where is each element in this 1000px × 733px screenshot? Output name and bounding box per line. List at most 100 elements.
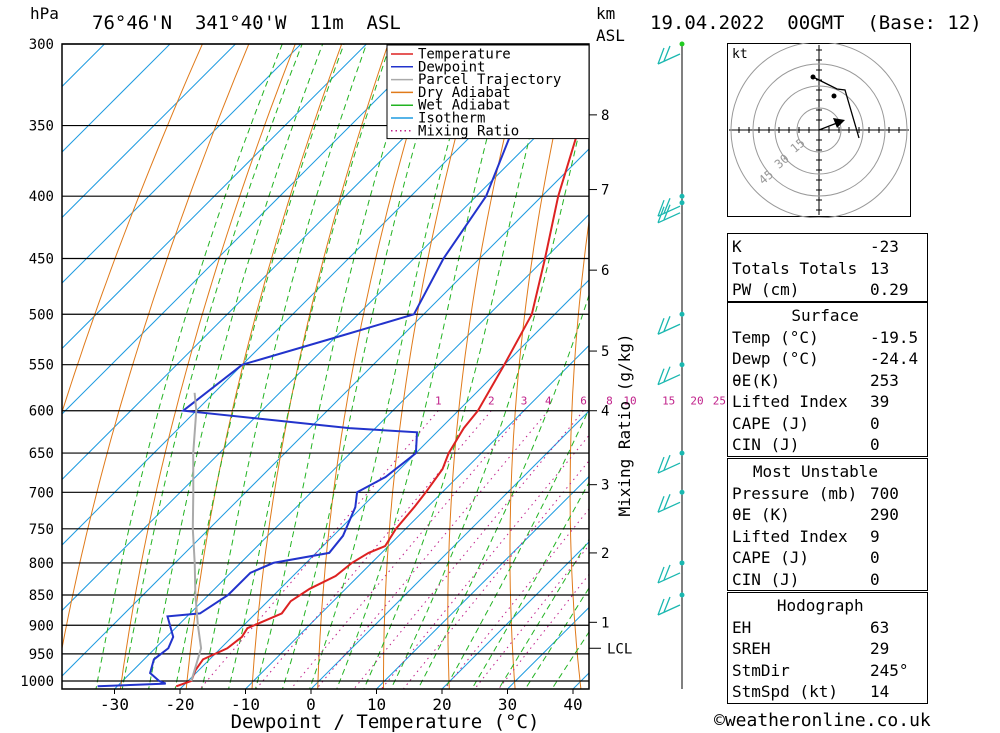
mixing-ratio-label: 8 bbox=[606, 395, 613, 408]
pressure-tick-label: 950 bbox=[29, 647, 54, 663]
isotherm-line bbox=[179, 279, 589, 689]
dry-adiabat-line bbox=[62, 44, 250, 652]
isotherm-line bbox=[113, 213, 589, 689]
pressure-tick-label: 500 bbox=[29, 307, 54, 323]
pressure-tick-label: 450 bbox=[29, 252, 54, 268]
wind-barb bbox=[657, 454, 681, 474]
surface-dewp-value: -24.4 bbox=[870, 349, 919, 369]
x-tick-label: -20 bbox=[166, 695, 195, 714]
dry-adiabat-line bbox=[447, 44, 528, 689]
wet-adiabat-line bbox=[254, 44, 417, 689]
dry-adiabat-line bbox=[62, 44, 203, 414]
legend-entry: Parcel Trajectory bbox=[418, 72, 561, 88]
hodograph-ring bbox=[752, 63, 886, 197]
parcel-trajectory-line bbox=[190, 392, 203, 682]
index-totals-label: Totals Totals bbox=[732, 258, 858, 278]
temperature-line bbox=[175, 92, 589, 688]
mixing-ratio-label: 20 bbox=[690, 395, 703, 408]
pressure-tick-label: 750 bbox=[29, 522, 54, 538]
isotherm-line bbox=[244, 344, 589, 689]
mixing-ratio-label: 25 bbox=[713, 395, 726, 408]
surface-li-value: 39 bbox=[870, 392, 890, 412]
isotherm-line bbox=[62, 44, 106, 88]
mu-cape-label: CAPE (J) bbox=[732, 548, 810, 568]
plot-frame bbox=[61, 43, 590, 690]
x-tick-label: 0 bbox=[306, 695, 316, 714]
wind-barb-dot bbox=[679, 489, 685, 495]
wet-adiabat-line bbox=[417, 293, 589, 689]
hodo-sreh-label: SREH bbox=[732, 639, 771, 659]
pressure-tick-label: 1000 bbox=[20, 674, 54, 690]
isotherm-line bbox=[375, 475, 589, 689]
datetime-title: 19.04.2022 00GMT (Base: 12) bbox=[650, 12, 982, 34]
lcl-label: LCL bbox=[607, 641, 632, 657]
wet-adiabat-line bbox=[174, 44, 345, 689]
mu-thetae-label: θE (K) bbox=[732, 505, 790, 525]
surface-title: Surface bbox=[791, 306, 859, 326]
km-tick-label: 4 bbox=[601, 404, 609, 420]
index-k-label: K bbox=[732, 237, 742, 257]
wet-adiabat-line bbox=[148, 44, 324, 689]
mu-pressure-value: 700 bbox=[870, 483, 899, 503]
hodograph-unit: kt bbox=[732, 47, 748, 62]
x-tick-label: -10 bbox=[231, 695, 260, 714]
index-pw-value: 0.29 bbox=[870, 280, 909, 300]
mixing-ratio-line bbox=[353, 410, 584, 689]
mu-cin-label: CIN (J) bbox=[732, 569, 800, 589]
mixing-ratio-label: 10 bbox=[623, 395, 636, 408]
km-tick-label: 7 bbox=[601, 183, 609, 199]
wind-barb-dot bbox=[679, 450, 685, 456]
hodo-stmdir-value: 245° bbox=[870, 660, 909, 680]
index-totals-value: 13 bbox=[870, 258, 890, 278]
mixing-ratio-label: 2 bbox=[488, 395, 495, 408]
surface-li-label: Lifted Index bbox=[732, 392, 848, 412]
isotherm-line bbox=[62, 44, 368, 350]
hodograph-ring bbox=[796, 107, 842, 153]
wind-barb-dot bbox=[679, 560, 685, 566]
index-pw-label: PW (cm) bbox=[732, 280, 800, 300]
hodo-stmspd-value: 14 bbox=[870, 682, 890, 702]
pressure-tick-label: 850 bbox=[29, 588, 54, 604]
mixing-ratio-label: 4 bbox=[545, 395, 552, 408]
legend-entry: Mixing Ratio bbox=[418, 123, 519, 139]
mixing-ratio-line bbox=[443, 508, 589, 689]
mu-li-label: Lifted Index bbox=[732, 526, 848, 546]
isotherm-line bbox=[62, 148, 589, 677]
hodograph-index-table: Hodograph EH 63 SREH 29 StmDir 245° StmSpd … bbox=[728, 595, 913, 703]
mixing-ratio-label: 1 bbox=[435, 395, 442, 408]
hodograph-point bbox=[810, 74, 816, 80]
wind-barb-dot bbox=[679, 200, 685, 206]
mixing-ratio-line bbox=[402, 460, 589, 689]
most-unstable-table: Most Unstable Pressure (mb) 700 θE (K) 290… bbox=[728, 461, 903, 590]
index-k-value: -23 bbox=[870, 237, 899, 257]
legend-entry: Dewpoint bbox=[418, 59, 485, 75]
wind-barb bbox=[657, 316, 681, 335]
pressure-tick-label: 900 bbox=[29, 618, 54, 634]
x-tick-label: 30 bbox=[498, 695, 517, 714]
mixing-ratio-line bbox=[315, 410, 549, 689]
mixing-ratio-label: 15 bbox=[662, 395, 675, 408]
x-tick-label: 20 bbox=[432, 695, 451, 714]
km-tick-label: 8 bbox=[601, 108, 609, 124]
wet-adiabat-line bbox=[95, 44, 283, 689]
pressure-unit-label: hPa bbox=[30, 4, 59, 23]
storm-motion-arrowhead bbox=[833, 118, 845, 128]
hodo-stmspd-label: StmSpd (kt) bbox=[732, 682, 838, 702]
hodo-eh-label: EH bbox=[732, 617, 752, 637]
mixing-ratio-line bbox=[255, 410, 492, 689]
km-tick-label: 3 bbox=[601, 478, 609, 494]
x-tick-label: -30 bbox=[100, 695, 129, 714]
legend-entry: Isotherm bbox=[418, 111, 485, 127]
km-tick-label: 6 bbox=[601, 263, 609, 279]
height-unit-asl-label: ASL bbox=[596, 26, 625, 45]
copyright-footer[interactable]: ©weatheronline.co.uk bbox=[714, 710, 931, 731]
x-axis-label: Dewpoint / Temperature (°C) bbox=[231, 711, 540, 733]
isotherm-line bbox=[62, 82, 589, 612]
most-unstable-title: Most Unstable bbox=[752, 462, 879, 482]
km-tick-label: 1 bbox=[601, 615, 609, 631]
mixing-ratio-line bbox=[473, 544, 589, 689]
surface-box: Surface Temp (°C) -19.5 Dewp (°C) -24.4 θE… bbox=[727, 302, 928, 457]
wet-adiabat-line bbox=[228, 44, 392, 689]
dry-adiabat-line bbox=[317, 44, 436, 689]
most-unstable-box: Most Unstable Pressure (mb) 700 θE (K) 290… bbox=[727, 458, 928, 591]
